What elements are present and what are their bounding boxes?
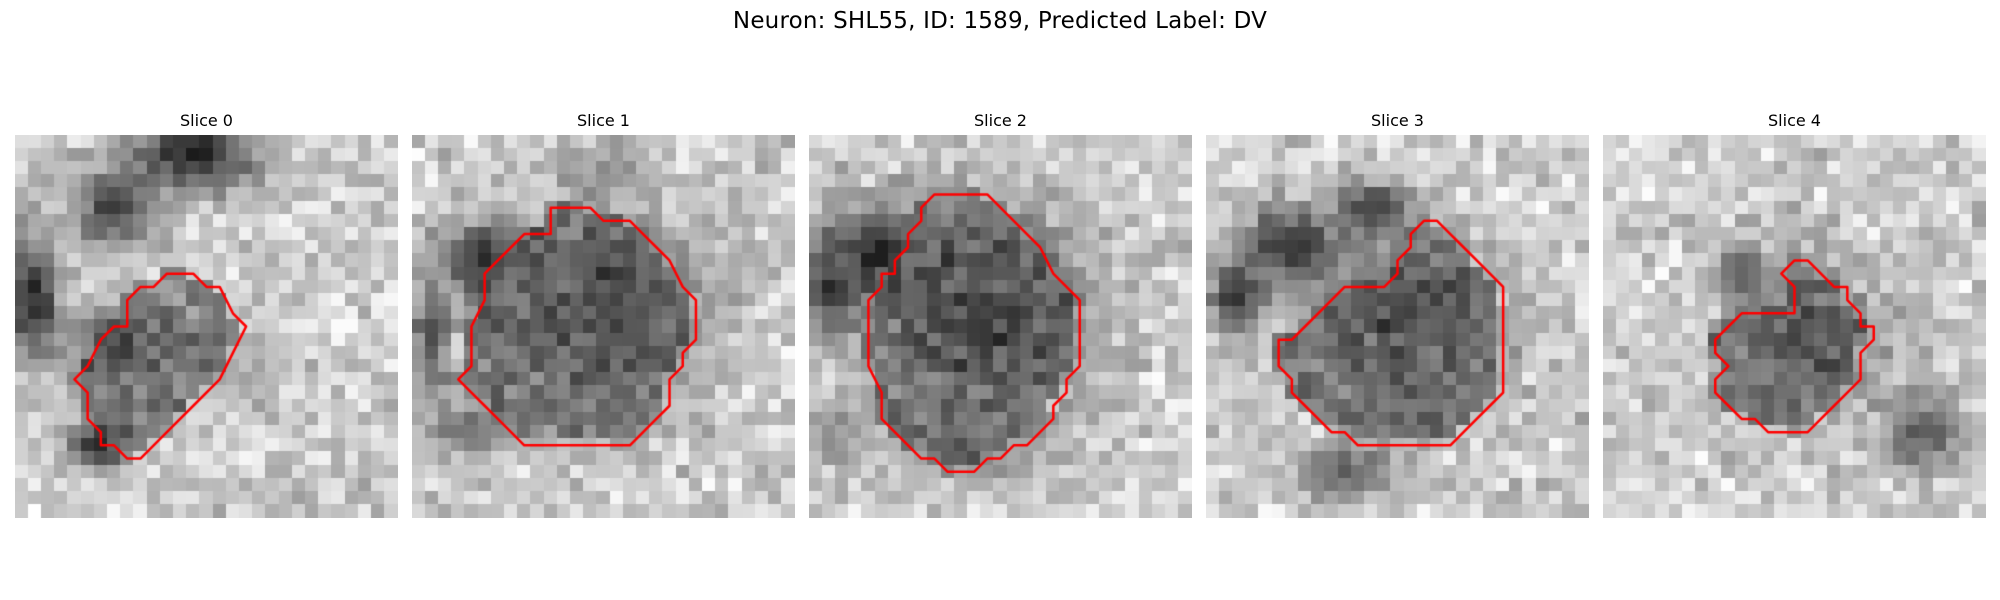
- slice-title: Slice 3: [1371, 111, 1424, 130]
- slice-image: [809, 135, 1192, 518]
- slice-image: [1206, 135, 1589, 518]
- slice-image: [1603, 135, 1986, 518]
- slice-panel: Slice 1: [412, 110, 795, 518]
- slice-title: Slice 2: [974, 111, 1027, 130]
- slice-title: Slice 4: [1768, 111, 1821, 130]
- slice-panel: Slice 4: [1603, 110, 1986, 518]
- slice-title: Slice 0: [180, 111, 233, 130]
- slice-image: [15, 135, 398, 518]
- figure-title: Neuron: SHL55, ID: 1589, Predicted Label…: [732, 8, 1268, 34]
- slice-image: [412, 135, 795, 518]
- slice-panel: Slice 3: [1206, 110, 1589, 518]
- slice-panel: Slice 2: [809, 110, 1192, 518]
- slice-title: Slice 1: [577, 111, 630, 130]
- slice-panel: Slice 0: [15, 110, 398, 518]
